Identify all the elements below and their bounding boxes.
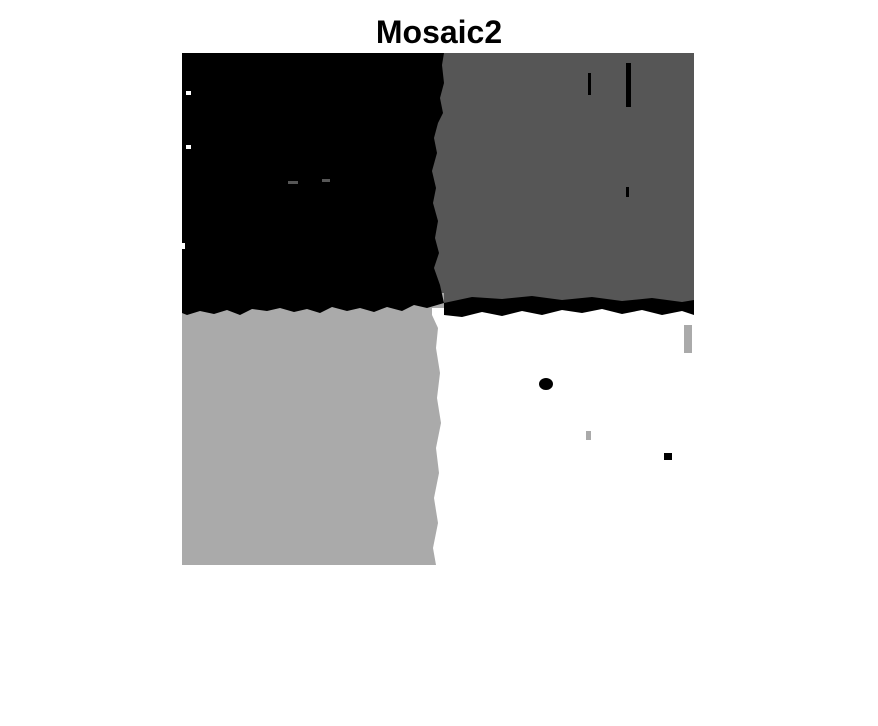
region-boundary-band xyxy=(444,296,694,317)
noise-specks xyxy=(182,63,692,541)
region-bottom-left xyxy=(182,293,444,565)
region-bottom-left-edge xyxy=(432,315,441,565)
figure-title: Mosaic2 xyxy=(375,14,503,50)
segmentation-image xyxy=(182,53,694,565)
region-bottom-right xyxy=(432,308,694,565)
segmentation-image-svg xyxy=(182,53,694,565)
region-top-right xyxy=(432,53,694,311)
region-top-left xyxy=(182,53,444,315)
